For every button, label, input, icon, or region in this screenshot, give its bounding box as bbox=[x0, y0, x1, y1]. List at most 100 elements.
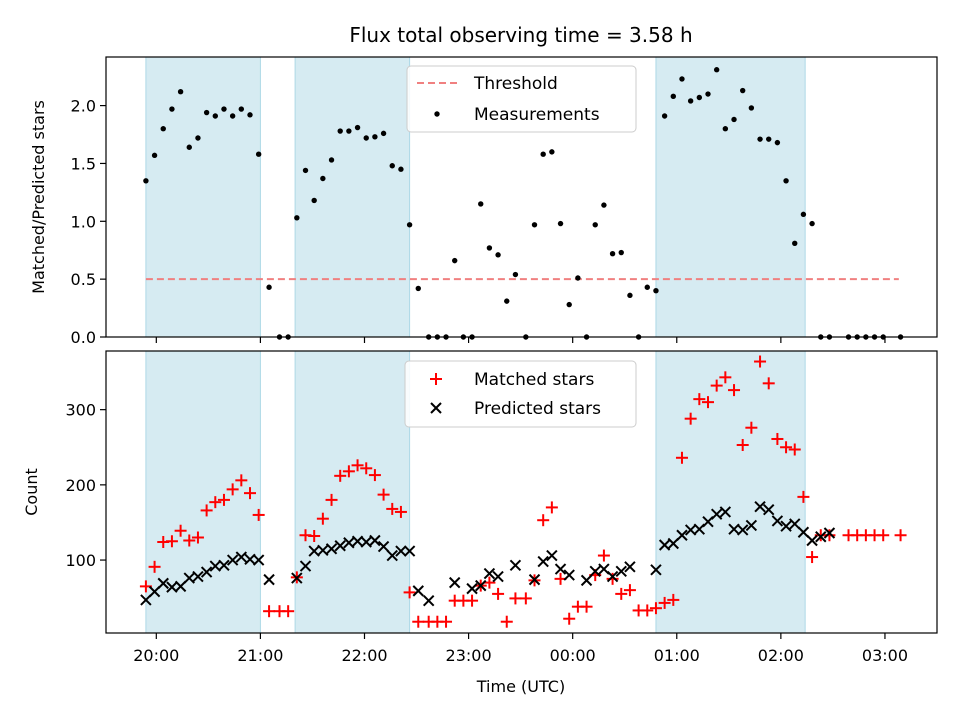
matched-point bbox=[412, 615, 425, 628]
bottom-panel: 100 200 300 20:00 21:00 22:00 23:00 00:00 01:00… bbox=[22, 350, 938, 696]
y-tick-label: 100 bbox=[65, 551, 96, 570]
legend-measurements-swatch bbox=[434, 111, 440, 117]
measurement-point bbox=[557, 220, 564, 227]
matched-point bbox=[684, 412, 697, 425]
measurement-point bbox=[151, 152, 158, 159]
matched-point bbox=[440, 615, 453, 628]
predicted-point bbox=[395, 545, 407, 557]
measurement-point bbox=[531, 222, 538, 228]
measurement-point bbox=[363, 135, 369, 141]
top-y-axis: 0.0 0.5 1.0 1.5 2.0 bbox=[71, 97, 106, 347]
predicted-point bbox=[386, 549, 398, 562]
measurement-point bbox=[549, 149, 555, 155]
measurement-point bbox=[478, 201, 484, 207]
matched-point bbox=[368, 469, 381, 482]
measurement-point bbox=[495, 252, 501, 258]
matched-point bbox=[394, 505, 407, 518]
measurement-point bbox=[739, 87, 746, 94]
measurement-point bbox=[705, 91, 711, 97]
predicted-stars-series bbox=[140, 500, 836, 607]
predicted-point bbox=[192, 570, 204, 583]
matched-point bbox=[342, 465, 355, 478]
predicted-point bbox=[403, 545, 416, 557]
predicted-point bbox=[615, 565, 627, 578]
predicted-point bbox=[537, 555, 549, 568]
chart-title: Flux total observing time = 3.58 h bbox=[349, 23, 692, 47]
measurement-point bbox=[212, 113, 218, 119]
measurement-point bbox=[809, 220, 815, 227]
measurement-point bbox=[389, 163, 395, 169]
predicted-point bbox=[771, 515, 784, 527]
predicted-point bbox=[422, 594, 435, 607]
x-tick-label: 22:00 bbox=[341, 646, 387, 665]
matched-point bbox=[165, 535, 178, 548]
matched-point bbox=[209, 496, 222, 509]
predicted-point bbox=[719, 506, 732, 518]
measurement-point bbox=[406, 222, 413, 228]
matched-point bbox=[667, 593, 680, 606]
measurement-point bbox=[679, 76, 685, 82]
predicted-point bbox=[624, 561, 636, 573]
predicted-point bbox=[235, 551, 248, 563]
measurement-point bbox=[346, 128, 352, 134]
measurement-point bbox=[661, 113, 668, 119]
matched-point bbox=[360, 462, 373, 475]
predicted-point bbox=[377, 540, 390, 553]
matched-point bbox=[580, 600, 593, 613]
measurement-point bbox=[186, 144, 192, 150]
top-plot-frame bbox=[105, 56, 938, 338]
measurement-point bbox=[566, 301, 572, 308]
measurement-point bbox=[731, 116, 737, 123]
measurement-point bbox=[380, 130, 387, 137]
matched-point bbox=[483, 576, 496, 589]
predicted-point bbox=[343, 537, 355, 549]
bottom-legend-box bbox=[404, 360, 637, 428]
measurement-point bbox=[415, 285, 421, 292]
matched-point bbox=[403, 586, 416, 599]
predicted-point bbox=[412, 585, 424, 597]
matched-point bbox=[334, 469, 347, 482]
matched-point bbox=[226, 483, 239, 496]
measurement-point bbox=[540, 151, 546, 157]
matched-point bbox=[386, 502, 399, 515]
matched-point bbox=[217, 493, 230, 506]
legend-matched-swatch bbox=[430, 373, 442, 385]
matched-point bbox=[658, 596, 671, 609]
measurement-point bbox=[696, 94, 703, 101]
measurement-point bbox=[311, 197, 317, 204]
x-tick-label: 03:00 bbox=[862, 646, 908, 665]
matched-point bbox=[316, 512, 329, 525]
matched-point bbox=[615, 587, 628, 600]
predicted-point bbox=[148, 585, 161, 598]
predicted-point bbox=[218, 559, 230, 572]
predicted-point bbox=[528, 573, 541, 586]
top-legend: Threshold Measurements bbox=[406, 65, 637, 133]
predicted-point bbox=[299, 560, 312, 572]
measurement-point bbox=[177, 89, 184, 95]
predicted-point bbox=[369, 534, 381, 547]
measurement-point bbox=[601, 202, 607, 208]
measurement-point bbox=[644, 284, 650, 290]
measurement-point bbox=[372, 134, 378, 140]
predicted-point bbox=[200, 566, 213, 578]
matched-point bbox=[282, 605, 295, 618]
predicted-point bbox=[475, 579, 487, 592]
y-tick-label: 0.5 bbox=[71, 270, 96, 289]
matched-point bbox=[519, 592, 532, 605]
matched-point bbox=[728, 384, 741, 397]
predicted-point bbox=[360, 536, 372, 548]
matched-point bbox=[623, 584, 636, 597]
measurement-point bbox=[504, 298, 510, 304]
matched-point bbox=[377, 488, 390, 501]
matched-point bbox=[736, 439, 749, 451]
measurement-point bbox=[255, 151, 262, 157]
measurement-point bbox=[627, 292, 633, 299]
predicted-point bbox=[580, 574, 593, 587]
matched-point bbox=[823, 529, 836, 542]
predicted-point bbox=[780, 520, 792, 532]
shaded-interval-3 bbox=[655, 350, 806, 634]
measurement-point bbox=[221, 106, 227, 112]
matched-point bbox=[754, 355, 767, 368]
matched-point bbox=[719, 371, 732, 384]
measurement-point bbox=[653, 288, 659, 294]
